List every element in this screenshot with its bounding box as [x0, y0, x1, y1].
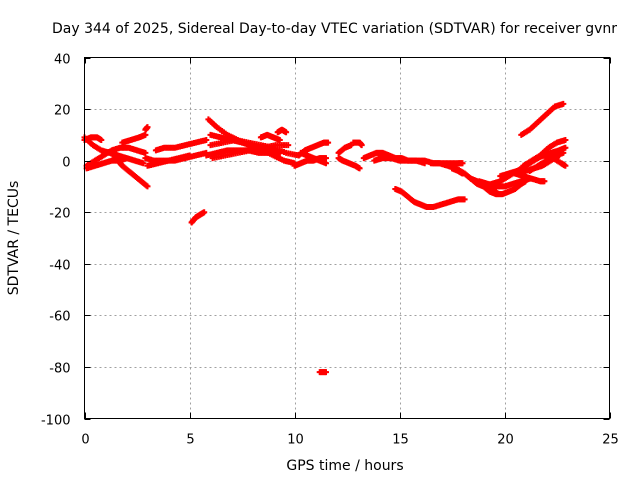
- data-point: [123, 155, 130, 162]
- y-tick-label: -20: [49, 207, 70, 222]
- data-point: [276, 137, 283, 144]
- series-t31: [449, 165, 466, 177]
- x-tick-label: 20: [497, 433, 514, 448]
- x-tick-label: 0: [81, 433, 89, 448]
- series-t17: [257, 131, 283, 144]
- y-tick-labels: -100 -80 -60 -40 -20 0 20 40: [41, 53, 71, 429]
- series-t21: [297, 149, 329, 167]
- data-point: [541, 178, 548, 185]
- data-point: [325, 139, 332, 146]
- data-point: [285, 142, 292, 149]
- data-point: [421, 160, 428, 167]
- x-tick-label: 10: [287, 433, 304, 448]
- y-tick-label: -60: [49, 310, 70, 325]
- data-point: [283, 129, 290, 136]
- data-point: [201, 209, 208, 216]
- data-point: [323, 369, 329, 376]
- data-point: [323, 155, 329, 162]
- data-point: [562, 137, 569, 144]
- series-t6: [119, 131, 149, 146]
- series-t22: [316, 369, 329, 376]
- data-point: [560, 100, 567, 107]
- data-point: [459, 160, 466, 167]
- data-point: [144, 124, 151, 131]
- data-point: [358, 142, 365, 149]
- series-t23: [335, 142, 355, 156]
- data-point: [203, 137, 210, 144]
- series-t25: [335, 155, 363, 172]
- data-point: [461, 196, 468, 203]
- series-t24: [350, 139, 365, 149]
- data-point: [562, 162, 569, 169]
- y-tick-label: -100: [41, 414, 71, 429]
- series-t2: [83, 144, 149, 169]
- series-t16: [209, 142, 292, 162]
- axis-ticks: [84, 57, 611, 420]
- series-t18: [274, 126, 290, 136]
- x-axis-label: GPS time / hours: [286, 458, 403, 474]
- y-tick-label: 20: [54, 104, 71, 119]
- data-point: [356, 165, 363, 172]
- data-point: [142, 131, 149, 138]
- data-point: [562, 144, 569, 151]
- y-axis-label: SDTVAR / TECUs: [6, 181, 22, 296]
- x-tick-label: 15: [392, 433, 409, 448]
- x-tick-label: 25: [602, 433, 619, 448]
- series-t40: [533, 152, 569, 169]
- y-tick-label: -40: [49, 259, 70, 274]
- chart-title: Day 344 of 2025, Sidereal Day-to-day VTE…: [52, 21, 617, 37]
- y-tick-label: 0: [62, 156, 70, 171]
- data-point: [140, 160, 147, 167]
- x-tick-label: 5: [186, 433, 194, 448]
- x-tick-labels: 0 5 10 15 20 25: [81, 433, 618, 448]
- data-point: [144, 183, 151, 190]
- series-t37: [518, 100, 567, 138]
- series-t28: [375, 152, 395, 162]
- data-point: [323, 160, 329, 167]
- grid: [84, 57, 610, 419]
- data-point: [560, 149, 567, 156]
- data-point: [459, 170, 466, 177]
- data-point: [142, 149, 149, 156]
- series-t30: [392, 186, 468, 211]
- series-t8: [142, 124, 151, 133]
- series-t10: [144, 152, 193, 169]
- data-point: [98, 137, 105, 144]
- series-t9: [152, 137, 210, 154]
- data-point: [388, 155, 395, 162]
- y-tick-label: -80: [49, 362, 70, 377]
- series-t5: [110, 152, 151, 190]
- series-t36: [512, 170, 548, 185]
- data-points: [81, 100, 569, 376]
- series-t11: [188, 209, 208, 226]
- y-tick-label: 40: [54, 53, 71, 68]
- plot-frame: [84, 57, 610, 419]
- data-point: [186, 152, 193, 159]
